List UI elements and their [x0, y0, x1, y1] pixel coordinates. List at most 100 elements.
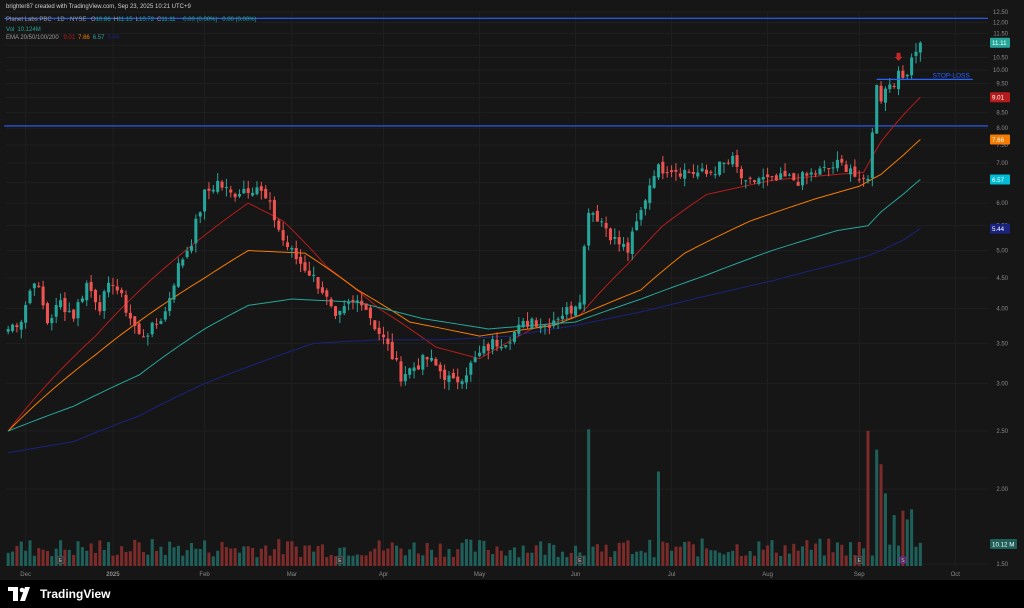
volume-bar: [543, 554, 547, 566]
earnings-marker-icon[interactable]: [576, 556, 584, 564]
ema-value: 7.66: [78, 35, 90, 41]
candle-body: [54, 305, 58, 317]
volume-bar: [176, 545, 180, 566]
volume-bar: [460, 542, 464, 566]
volume-bar: [434, 557, 438, 566]
volume-bar: [521, 545, 525, 566]
x-tick-label: 2025: [106, 572, 120, 578]
volume-bar: [822, 555, 826, 566]
candle-body: [290, 247, 294, 250]
volume-legend: Vol 10.124M: [6, 27, 44, 33]
candle-body: [464, 375, 468, 383]
volume-bar: [552, 544, 556, 566]
earnings-marker-icon[interactable]: [336, 556, 344, 564]
volume-bar: [665, 542, 669, 566]
credit-line: brighter87 created with TradingView.com,…: [6, 4, 191, 10]
y-tick-label: 3.50: [996, 341, 1008, 347]
candle-body: [556, 318, 560, 320]
candle-body: [687, 171, 691, 173]
volume-bar: [277, 539, 281, 566]
volume-bar: [862, 548, 866, 566]
price-badge: [990, 92, 1010, 103]
marker-letter: E: [59, 558, 63, 564]
volume-bar: [259, 548, 263, 566]
y-tick-label: 4.50: [996, 276, 1008, 282]
candle-body: [613, 237, 617, 239]
volume-bar: [766, 545, 770, 566]
split-marker-icon[interactable]: [898, 556, 907, 564]
volume-bar: [185, 550, 189, 566]
candle-body: [198, 212, 202, 217]
candle-body: [901, 70, 905, 78]
candle-body: [137, 323, 141, 334]
candle-body: [45, 303, 49, 324]
volume-bar: [814, 543, 818, 566]
volume-bar: [115, 554, 119, 566]
volume-bar: [98, 540, 102, 566]
candle-body: [670, 170, 674, 173]
volume-bar: [857, 541, 861, 566]
footer-bar: TradingView: [0, 580, 1024, 608]
volume-bar: [757, 541, 761, 566]
volume-bar: [499, 550, 503, 566]
volume-bar: [539, 541, 543, 566]
marker-letter: E: [858, 558, 862, 564]
candle-body: [565, 307, 569, 315]
volume-bar: [312, 551, 316, 566]
candle-body: [530, 318, 534, 329]
candle-body: [512, 332, 516, 342]
candle-body: [643, 200, 647, 209]
volume-bar: [181, 555, 185, 566]
candle-body: [133, 316, 137, 326]
volume-bar: [844, 555, 848, 566]
candle-body: [456, 376, 460, 383]
ema-line-4: [8, 228, 921, 454]
tradingview-brand[interactable]: TradingView: [8, 587, 110, 601]
volume-bar: [299, 556, 303, 566]
candle-body: [478, 352, 482, 357]
candle-body: [578, 302, 582, 309]
candle-body: [626, 242, 630, 253]
volume-bar: [203, 540, 207, 566]
earnings-marker-icon[interactable]: [855, 556, 864, 564]
volume-bar: [373, 548, 377, 566]
candle-body: [351, 300, 355, 302]
volume-bar: [774, 552, 778, 566]
volume-bar: [748, 551, 752, 566]
volume-bar: [486, 550, 490, 566]
volume-bar: [403, 555, 407, 566]
candle-body: [111, 284, 115, 286]
price-chart[interactable]: STOP-LOSSEEEES12.5012.0011.5011.0010.501…: [0, 0, 1024, 580]
candle-body: [534, 320, 538, 327]
volume-bar: [608, 556, 613, 566]
candle-body: [495, 339, 499, 347]
volume-bar: [587, 429, 591, 566]
candle-body: [98, 302, 102, 312]
candle-body: [333, 306, 338, 316]
candle-body: [67, 310, 71, 312]
volume-bar: [722, 554, 726, 566]
candle-body: [399, 361, 403, 382]
volume-label: Vol: [6, 27, 15, 33]
candle-body: [41, 286, 45, 306]
ohlc-key: C: [157, 17, 162, 23]
earnings-marker-icon[interactable]: [56, 556, 65, 564]
volume-bar: [54, 548, 58, 566]
candle-body: [277, 220, 281, 230]
volume-bar: [905, 519, 909, 566]
volume-bar: [237, 552, 242, 566]
x-tick-label: Apr: [379, 572, 388, 578]
volume-bar: [639, 550, 643, 566]
volume-bar: [76, 541, 80, 566]
candle-body: [814, 173, 818, 175]
volume-bar: [883, 493, 887, 566]
ohlc-key: H: [113, 17, 119, 23]
volume-bar: [421, 555, 425, 566]
candle-body: [438, 364, 442, 372]
candle-body: [862, 177, 866, 179]
candle-body: [582, 246, 586, 305]
candle-body: [857, 179, 861, 181]
candle-body: [11, 324, 15, 332]
volume-bar: [272, 549, 276, 566]
volume-bar: [622, 542, 626, 566]
